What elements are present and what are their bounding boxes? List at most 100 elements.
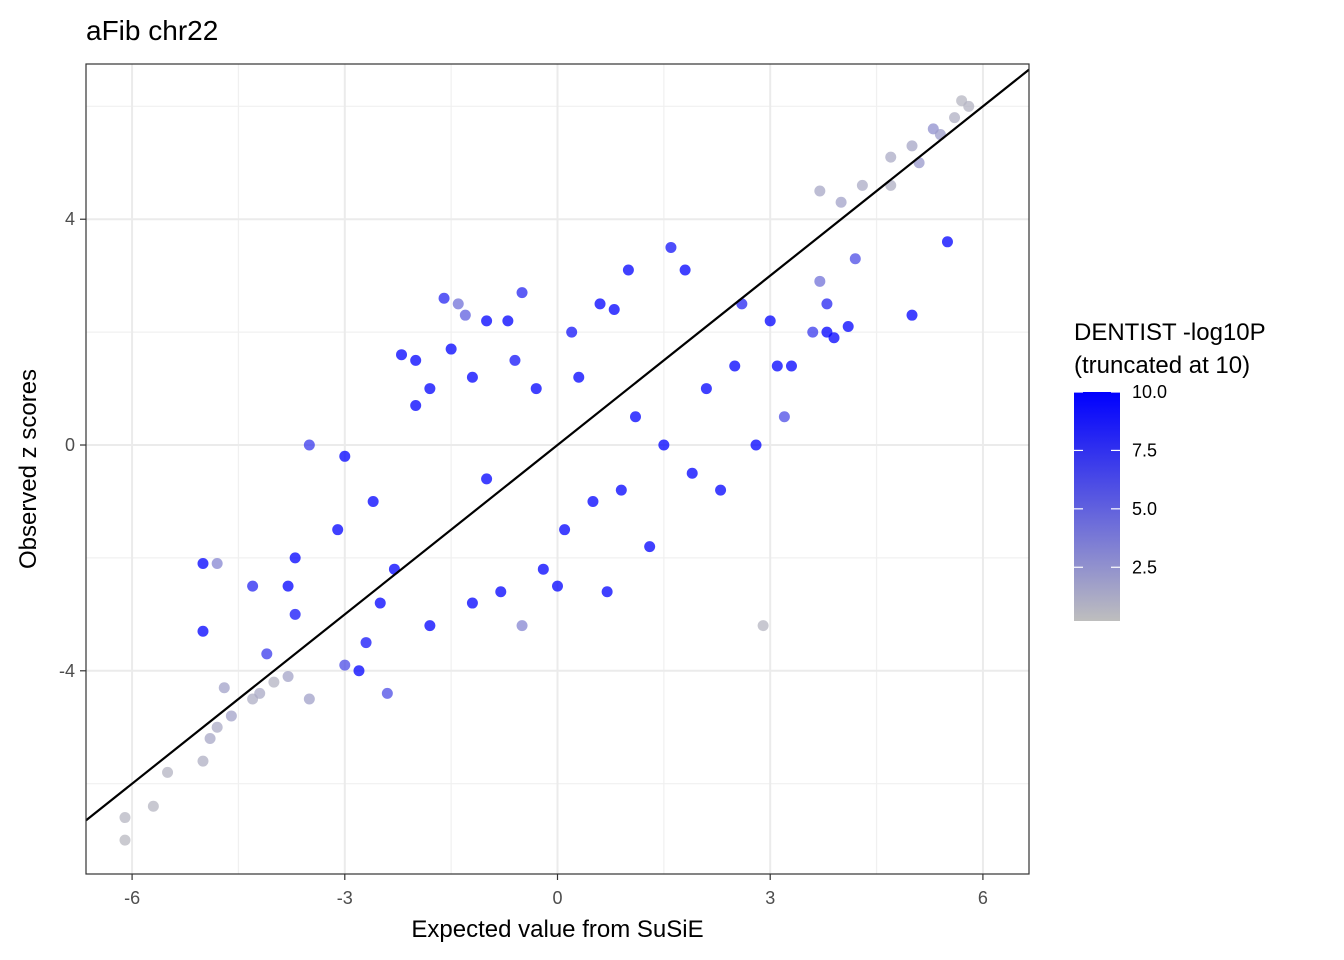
data-point xyxy=(587,495,599,507)
legend-tick-label: 7.5 xyxy=(1132,440,1157,460)
data-point xyxy=(814,275,826,287)
y-axis-title: Observed z scores xyxy=(15,369,42,569)
legend-tick-label: 10.0 xyxy=(1132,382,1167,402)
y-tick-label: 4 xyxy=(65,209,75,229)
data-point xyxy=(303,439,315,451)
data-point xyxy=(438,292,450,304)
data-point xyxy=(509,354,521,366)
data-point xyxy=(906,309,918,321)
data-point xyxy=(459,309,471,321)
data-point xyxy=(941,236,953,248)
data-point xyxy=(849,253,861,265)
x-tick-label: -6 xyxy=(124,888,140,908)
data-point xyxy=(665,241,677,253)
data-point xyxy=(289,552,301,564)
data-point xyxy=(778,411,790,423)
data-point xyxy=(119,834,131,846)
legend-tick-label: 5.0 xyxy=(1132,499,1157,519)
data-point xyxy=(807,326,819,338)
data-point xyxy=(197,625,209,637)
data-point xyxy=(381,687,393,699)
data-point xyxy=(466,371,478,383)
data-point xyxy=(197,755,209,767)
data-point xyxy=(906,140,918,152)
data-point xyxy=(424,620,436,632)
data-point xyxy=(629,411,641,423)
data-point xyxy=(715,484,727,496)
data-point xyxy=(197,558,209,570)
data-point xyxy=(835,196,847,208)
colorbar xyxy=(1074,392,1120,621)
y-tick-label: -4 xyxy=(59,661,75,681)
data-point xyxy=(225,710,237,722)
data-point xyxy=(211,558,223,570)
data-point xyxy=(162,766,174,778)
data-point xyxy=(495,586,507,598)
x-tick-label: 6 xyxy=(978,888,988,908)
legend-title-line2: (truncated at 10) xyxy=(1074,352,1250,379)
data-point xyxy=(119,812,131,824)
data-point xyxy=(303,693,315,705)
chart-title: aFib chr22 xyxy=(86,15,218,46)
data-point xyxy=(353,665,365,677)
data-point xyxy=(282,670,294,682)
data-point xyxy=(452,298,464,310)
data-point xyxy=(750,439,762,451)
data-point xyxy=(254,687,266,699)
data-point xyxy=(764,315,776,327)
data-point xyxy=(466,597,478,609)
data-point xyxy=(261,648,273,660)
data-point xyxy=(615,484,627,496)
data-point xyxy=(821,298,833,310)
data-point xyxy=(537,563,549,575)
data-point xyxy=(885,151,897,163)
data-point xyxy=(594,298,606,310)
data-point xyxy=(516,620,528,632)
x-tick-label: 0 xyxy=(552,888,562,908)
data-point xyxy=(339,659,351,671)
data-point xyxy=(502,315,514,327)
color-legend: DENTIST -log10P (truncated at 10) 2.5 5.0… xyxy=(1074,319,1266,621)
y-axis: -4 0 4 xyxy=(59,209,86,681)
data-point xyxy=(410,399,422,411)
data-point xyxy=(601,586,613,598)
data-point xyxy=(729,360,741,372)
x-axis: -6 -3 0 3 6 xyxy=(124,874,988,908)
x-axis-title: Expected value from SuSiE xyxy=(411,916,703,943)
data-point xyxy=(658,439,670,451)
data-point xyxy=(516,287,528,299)
data-point xyxy=(332,524,344,536)
data-point xyxy=(367,495,379,507)
data-point xyxy=(686,467,698,479)
data-point xyxy=(644,541,656,553)
data-point xyxy=(339,450,351,462)
data-point xyxy=(289,608,301,620)
data-point xyxy=(396,349,408,361)
data-point xyxy=(608,304,620,316)
legend-tick-label: 2.5 xyxy=(1132,557,1157,577)
x-tick-label: -3 xyxy=(337,888,353,908)
data-point xyxy=(481,473,493,485)
data-point xyxy=(842,320,854,332)
data-point xyxy=(410,354,422,366)
data-point xyxy=(211,721,223,733)
data-point xyxy=(147,800,159,812)
data-point xyxy=(949,112,961,124)
data-point xyxy=(757,620,769,632)
data-point xyxy=(771,360,783,372)
data-point xyxy=(963,100,975,112)
data-point xyxy=(247,580,259,592)
data-point xyxy=(424,383,436,395)
data-point xyxy=(679,264,691,276)
y-tick-label: 0 xyxy=(65,435,75,455)
data-point xyxy=(374,597,386,609)
data-point xyxy=(282,580,294,592)
data-point xyxy=(552,580,563,592)
data-point xyxy=(785,360,797,372)
data-point xyxy=(573,371,585,383)
data-point xyxy=(700,383,712,395)
reference-line xyxy=(85,68,1030,822)
data-point xyxy=(828,332,840,344)
data-point xyxy=(530,383,542,395)
